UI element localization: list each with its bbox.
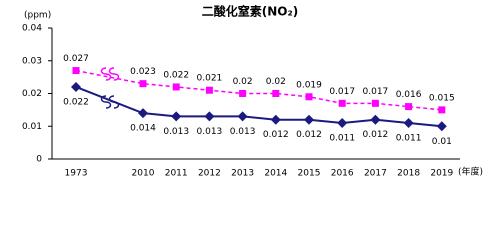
marker — [370, 114, 381, 125]
marker — [405, 103, 413, 111]
data-label: 0.015 — [429, 93, 455, 103]
data-label: 0.023 — [130, 67, 156, 77]
x-tick-label: 2019 — [430, 169, 453, 179]
x-tick-label: 2013 — [231, 169, 254, 179]
data-label: 0.019 — [296, 80, 322, 90]
y-tick-label: 0.04 — [22, 24, 42, 34]
y-axis-unit: (ppm) — [24, 11, 51, 21]
marker — [272, 90, 280, 97]
marker — [71, 81, 81, 92]
marker — [172, 83, 180, 91]
data-label: 0.012 — [296, 130, 322, 140]
x-tick-label: 1973 — [65, 169, 88, 179]
data-label: 0.027 — [63, 54, 89, 64]
page: {"chart_data": {"type": "line", "title":… — [21, 3, 484, 179]
data-label: 0.022 — [163, 70, 189, 80]
data-label: 0.014 — [130, 124, 156, 134]
x-tick-label: 2012 — [198, 169, 221, 179]
marker — [337, 117, 348, 128]
data-label: 0.013 — [230, 127, 256, 137]
marker — [338, 99, 346, 107]
marker — [239, 90, 247, 97]
y-tick-label: 0 — [36, 155, 42, 165]
break-symbol — [100, 67, 120, 81]
x-tick-label: 2017 — [364, 169, 387, 179]
marker — [270, 114, 281, 125]
y-tick-label: 0.02 — [22, 89, 42, 99]
data-label: 0.021 — [197, 74, 223, 84]
x-tick-label: 2011 — [165, 169, 188, 179]
data-label: 0.017 — [363, 87, 389, 97]
x-tick-label: 2016 — [331, 169, 354, 179]
data-label: 0.011 — [329, 133, 355, 143]
data-label: 0.011 — [396, 133, 422, 143]
data-label: 0.016 — [396, 90, 422, 100]
marker — [138, 108, 148, 119]
x-tick-label: 2010 — [132, 169, 155, 179]
x-tick-label: 2014 — [264, 169, 287, 179]
marker — [205, 86, 213, 94]
marker — [72, 67, 80, 75]
marker — [436, 121, 447, 132]
x-axis-unit: (年度) — [458, 166, 483, 178]
chart-title: 二酸化窒素(NO₂) — [202, 4, 298, 19]
marker — [403, 117, 414, 128]
marker — [304, 114, 314, 125]
data-label: 0.01 — [432, 137, 452, 147]
marker — [371, 99, 379, 107]
data-label: 0.02 — [233, 77, 253, 87]
data-label: 0.02 — [266, 77, 286, 87]
chart: 二酸化窒素(NO₂) (ppm) (年度) 0 0.01 0.02 0.03 0.04 1… — [22, 4, 483, 179]
marker — [305, 93, 313, 101]
data-label: 0.013 — [197, 127, 223, 137]
marker — [237, 111, 248, 122]
y-tick-label: 0.03 — [22, 56, 42, 66]
marker — [204, 111, 215, 122]
x-tick-label: 2018 — [397, 169, 420, 179]
data-label: 0.012 — [263, 130, 289, 140]
y-tick-label: 0.01 — [22, 122, 42, 132]
x-tick-label: 2015 — [298, 169, 321, 179]
data-label: 0.013 — [163, 127, 189, 137]
marker — [139, 80, 147, 88]
marker — [171, 111, 182, 122]
marker — [438, 106, 446, 114]
data-label: 0.022 — [63, 97, 89, 107]
data-label: 0.017 — [329, 87, 355, 97]
data-label: 0.012 — [363, 130, 389, 140]
